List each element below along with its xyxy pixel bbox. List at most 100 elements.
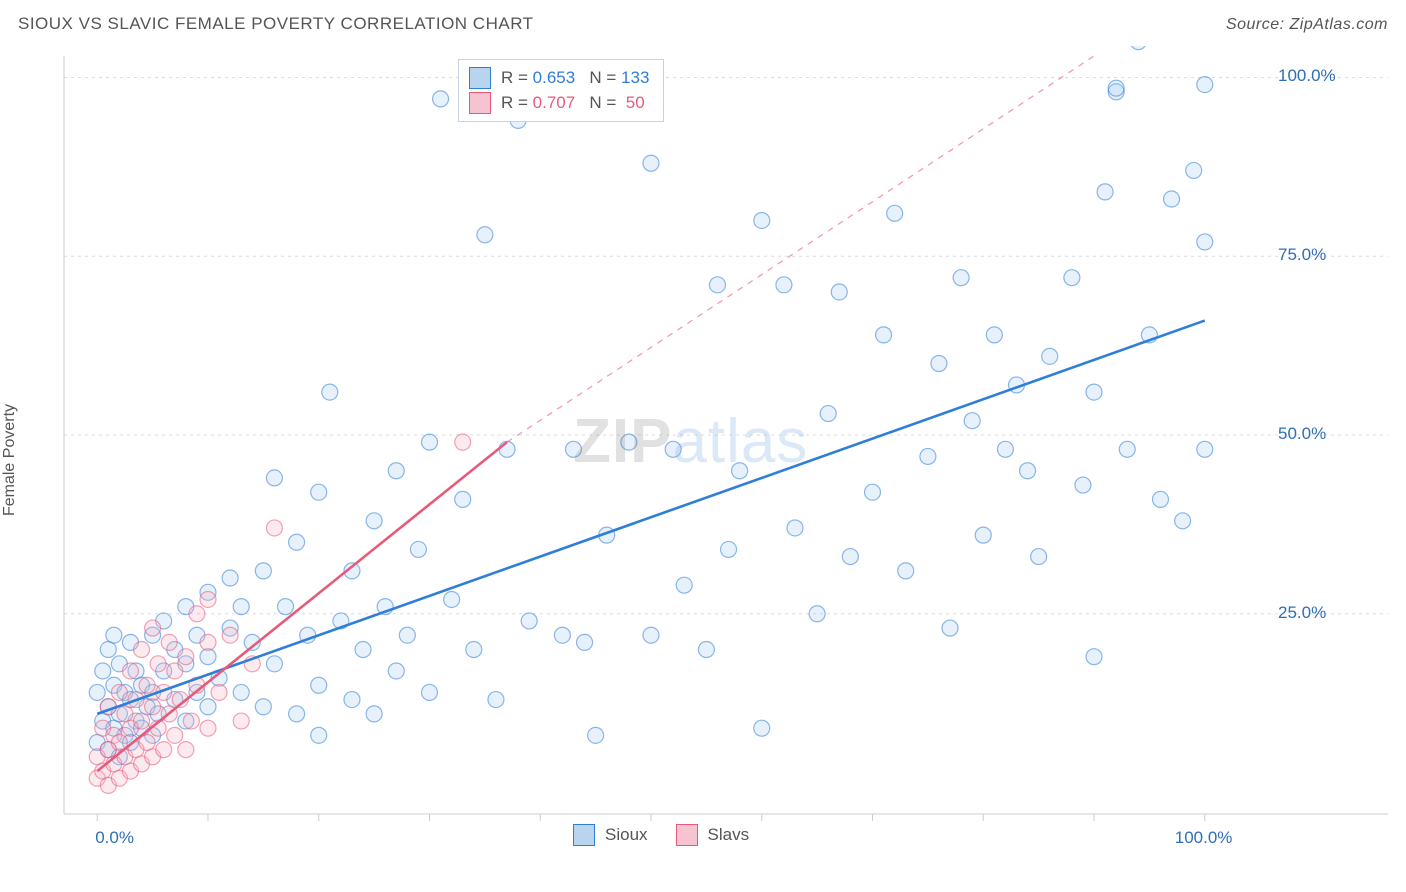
y-axis-tick-label: 50.0%: [1278, 424, 1326, 444]
y-axis-tick-label: 75.0%: [1278, 245, 1326, 265]
scatter-point: [388, 663, 404, 679]
scatter-point: [200, 699, 216, 715]
scatter-point: [100, 642, 116, 658]
scatter-point: [898, 563, 914, 579]
scatter-point: [964, 413, 980, 429]
scatter-point: [161, 634, 177, 650]
scatter-point: [344, 692, 360, 708]
scatter-point: [754, 212, 770, 228]
scatter-point: [865, 484, 881, 500]
chart-header: SIOUX VS SLAVIC FEMALE POVERTY CORRELATI…: [18, 14, 1388, 34]
scatter-point: [311, 677, 327, 693]
scatter-point: [233, 599, 249, 615]
scatter-point: [1086, 384, 1102, 400]
scatter-point: [421, 434, 437, 450]
scatter-point: [1097, 184, 1113, 200]
legend-series-label: Sioux: [605, 825, 648, 845]
scatter-point: [167, 727, 183, 743]
scatter-point: [488, 692, 504, 708]
legend-swatch: [676, 824, 698, 846]
legend-swatch: [573, 824, 595, 846]
scatter-point: [521, 613, 537, 629]
chart-source: Source: ZipAtlas.com: [1226, 16, 1388, 34]
scatter-point: [311, 484, 327, 500]
scatter-point: [1075, 477, 1091, 493]
scatter-point: [554, 627, 570, 643]
scatter-point: [776, 277, 792, 293]
scatter-point: [1020, 463, 1036, 479]
scatter-point: [975, 527, 991, 543]
scatter-point: [111, 684, 127, 700]
scatter-point: [200, 591, 216, 607]
y-axis-tick-label: 100.0%: [1278, 66, 1336, 86]
trend-line: [97, 442, 507, 771]
scatter-point: [117, 706, 133, 722]
scatter-point: [986, 327, 1002, 343]
scatter-point: [1197, 77, 1213, 93]
scatter-point: [1186, 162, 1202, 178]
scatter-point: [698, 642, 714, 658]
scatter-point: [399, 627, 415, 643]
scatter-point: [150, 656, 166, 672]
scatter-point: [266, 520, 282, 536]
scatter-point: [643, 155, 659, 171]
scatter-point: [721, 541, 737, 557]
scatter-point: [134, 713, 150, 729]
scatter-point: [477, 227, 493, 243]
scatter-point: [189, 606, 205, 622]
scatter-point: [233, 713, 249, 729]
scatter-point: [953, 270, 969, 286]
scatter-point: [931, 355, 947, 371]
scatter-point: [156, 742, 172, 758]
scatter-point: [565, 441, 581, 457]
legend-swatch: [469, 67, 491, 89]
scatter-point: [134, 642, 150, 658]
y-axis-tick-label: 25.0%: [1278, 603, 1326, 623]
scatter-point: [167, 663, 183, 679]
legend-swatch: [469, 92, 491, 114]
scatter-point: [1042, 348, 1058, 364]
scatter-point: [183, 713, 199, 729]
scatter-point: [200, 720, 216, 736]
scatter-point: [997, 441, 1013, 457]
scatter-point: [1197, 234, 1213, 250]
scatter-point: [831, 284, 847, 300]
scatter-point: [942, 620, 958, 636]
scatter-point: [676, 577, 692, 593]
scatter-point: [787, 520, 803, 536]
scatter-point: [388, 463, 404, 479]
scatter-point: [95, 663, 111, 679]
correlation-legend: R = 0.653 N = 133R = 0.707 N = 50: [458, 59, 664, 122]
scatter-point: [1175, 513, 1191, 529]
scatter-point: [444, 591, 460, 607]
scatter-point: [754, 720, 770, 736]
scatter-point: [200, 649, 216, 665]
scatter-point: [311, 727, 327, 743]
scatter-point: [322, 384, 338, 400]
scatter-point: [355, 642, 371, 658]
scatter-point: [1031, 549, 1047, 565]
scatter-point: [1119, 441, 1135, 457]
scatter-point: [1130, 46, 1146, 50]
scatter-point: [89, 684, 105, 700]
scatter-point: [145, 620, 161, 636]
scatter-point: [643, 627, 659, 643]
scatter-point: [421, 684, 437, 700]
scatter-point: [842, 549, 858, 565]
scatter-point: [1164, 191, 1180, 207]
scatter-point: [466, 642, 482, 658]
scatter-point: [255, 699, 271, 715]
scatter-point: [106, 627, 122, 643]
legend-correlation-row: R = 0.707 N = 50: [469, 91, 649, 116]
scatter-point: [820, 406, 836, 422]
legend-series-label: Slavs: [708, 825, 750, 845]
chart-container: Female Poverty ZIPatlas R = 0.653 N = 13…: [18, 46, 1388, 874]
scatter-point: [200, 634, 216, 650]
scatter-chart: [52, 46, 1388, 874]
scatter-point: [665, 441, 681, 457]
scatter-point: [887, 205, 903, 221]
scatter-point: [255, 563, 271, 579]
scatter-point: [1064, 270, 1080, 286]
scatter-point: [920, 448, 936, 464]
scatter-point: [278, 599, 294, 615]
